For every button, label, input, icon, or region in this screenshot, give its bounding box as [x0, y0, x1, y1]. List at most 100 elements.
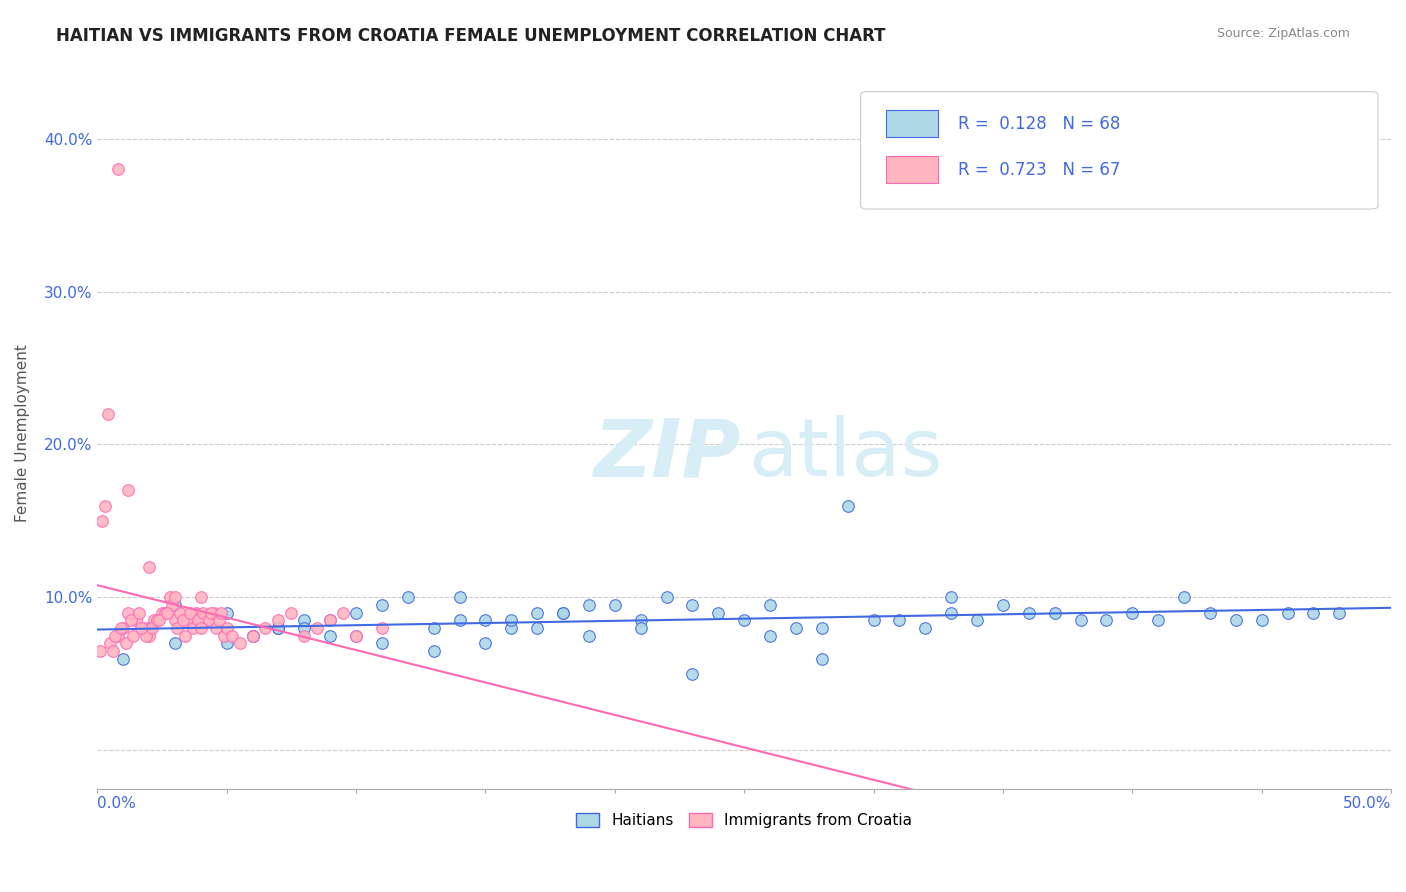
Point — [212, 629, 235, 643]
Point — [810, 621, 832, 635]
Point — [184, 606, 207, 620]
Point — [862, 613, 884, 627]
Point — [396, 591, 419, 605]
Point — [162, 598, 184, 612]
Point — [1018, 606, 1040, 620]
Point — [179, 606, 201, 620]
Point — [319, 613, 342, 627]
FancyBboxPatch shape — [886, 110, 938, 137]
Point — [889, 613, 911, 627]
Point — [114, 636, 136, 650]
Point — [630, 613, 652, 627]
Point — [371, 598, 394, 612]
Point — [449, 613, 471, 627]
Point — [1095, 613, 1118, 627]
Point — [292, 613, 315, 627]
Point — [138, 559, 160, 574]
Point — [125, 613, 148, 627]
Point — [422, 621, 444, 635]
Point — [267, 621, 290, 635]
Point — [156, 606, 179, 620]
Point — [174, 629, 197, 643]
Text: 50.0%: 50.0% — [1343, 797, 1391, 811]
Point — [197, 613, 219, 627]
Point — [190, 613, 212, 627]
Point — [630, 621, 652, 635]
Point — [267, 613, 290, 627]
Point — [344, 606, 367, 620]
Point — [110, 621, 132, 635]
Point — [733, 613, 755, 627]
Point — [371, 636, 394, 650]
Point — [422, 644, 444, 658]
Point — [211, 606, 233, 620]
Point — [129, 621, 152, 635]
Point — [181, 621, 204, 635]
Point — [215, 636, 238, 650]
Point — [190, 591, 212, 605]
Point — [202, 606, 225, 620]
Point — [939, 591, 962, 605]
Point — [141, 621, 163, 635]
Point — [1329, 606, 1351, 620]
Point — [194, 613, 217, 627]
Text: R =  0.128   N = 68: R = 0.128 N = 68 — [957, 115, 1121, 133]
Point — [501, 613, 523, 627]
Point — [319, 629, 342, 643]
Point — [101, 644, 124, 658]
Point — [98, 636, 121, 650]
Point — [104, 629, 127, 643]
Point — [215, 606, 238, 620]
Point — [117, 483, 139, 498]
Point — [1121, 606, 1143, 620]
Point — [1043, 606, 1066, 620]
Point — [474, 636, 496, 650]
Point — [242, 629, 264, 643]
Point — [1225, 613, 1247, 627]
Point — [122, 629, 145, 643]
Point — [1173, 591, 1195, 605]
Point — [344, 629, 367, 643]
Point — [578, 598, 600, 612]
Point — [117, 606, 139, 620]
Text: atlas: atlas — [748, 416, 942, 493]
Point — [163, 613, 186, 627]
Point — [603, 598, 626, 612]
Point — [97, 407, 120, 421]
Point — [193, 606, 215, 620]
Point — [319, 613, 342, 627]
Point — [371, 621, 394, 635]
Point — [292, 629, 315, 643]
Point — [1069, 613, 1091, 627]
Point — [267, 621, 290, 635]
Point — [153, 606, 176, 620]
Point — [474, 613, 496, 627]
Point — [143, 613, 166, 627]
Point — [163, 591, 186, 605]
Point — [681, 666, 703, 681]
Point — [128, 606, 150, 620]
Point — [159, 591, 181, 605]
Point — [172, 613, 194, 627]
Point — [939, 606, 962, 620]
Point — [551, 606, 574, 620]
Point — [91, 514, 114, 528]
Point — [177, 613, 200, 627]
Point — [138, 621, 160, 635]
Point — [221, 629, 243, 643]
Point — [332, 606, 354, 620]
Point — [759, 629, 782, 643]
Y-axis label: Female Unemployment: Female Unemployment — [15, 344, 30, 522]
Point — [526, 621, 548, 635]
Point — [112, 621, 135, 635]
Point — [307, 621, 329, 635]
Point — [292, 621, 315, 635]
Point — [169, 606, 191, 620]
Point — [991, 598, 1014, 612]
Text: Source: ZipAtlas.com: Source: ZipAtlas.com — [1216, 27, 1350, 40]
Point — [1250, 613, 1272, 627]
Point — [707, 606, 730, 620]
Point — [205, 621, 228, 635]
Point — [187, 613, 209, 627]
Point — [280, 606, 302, 620]
